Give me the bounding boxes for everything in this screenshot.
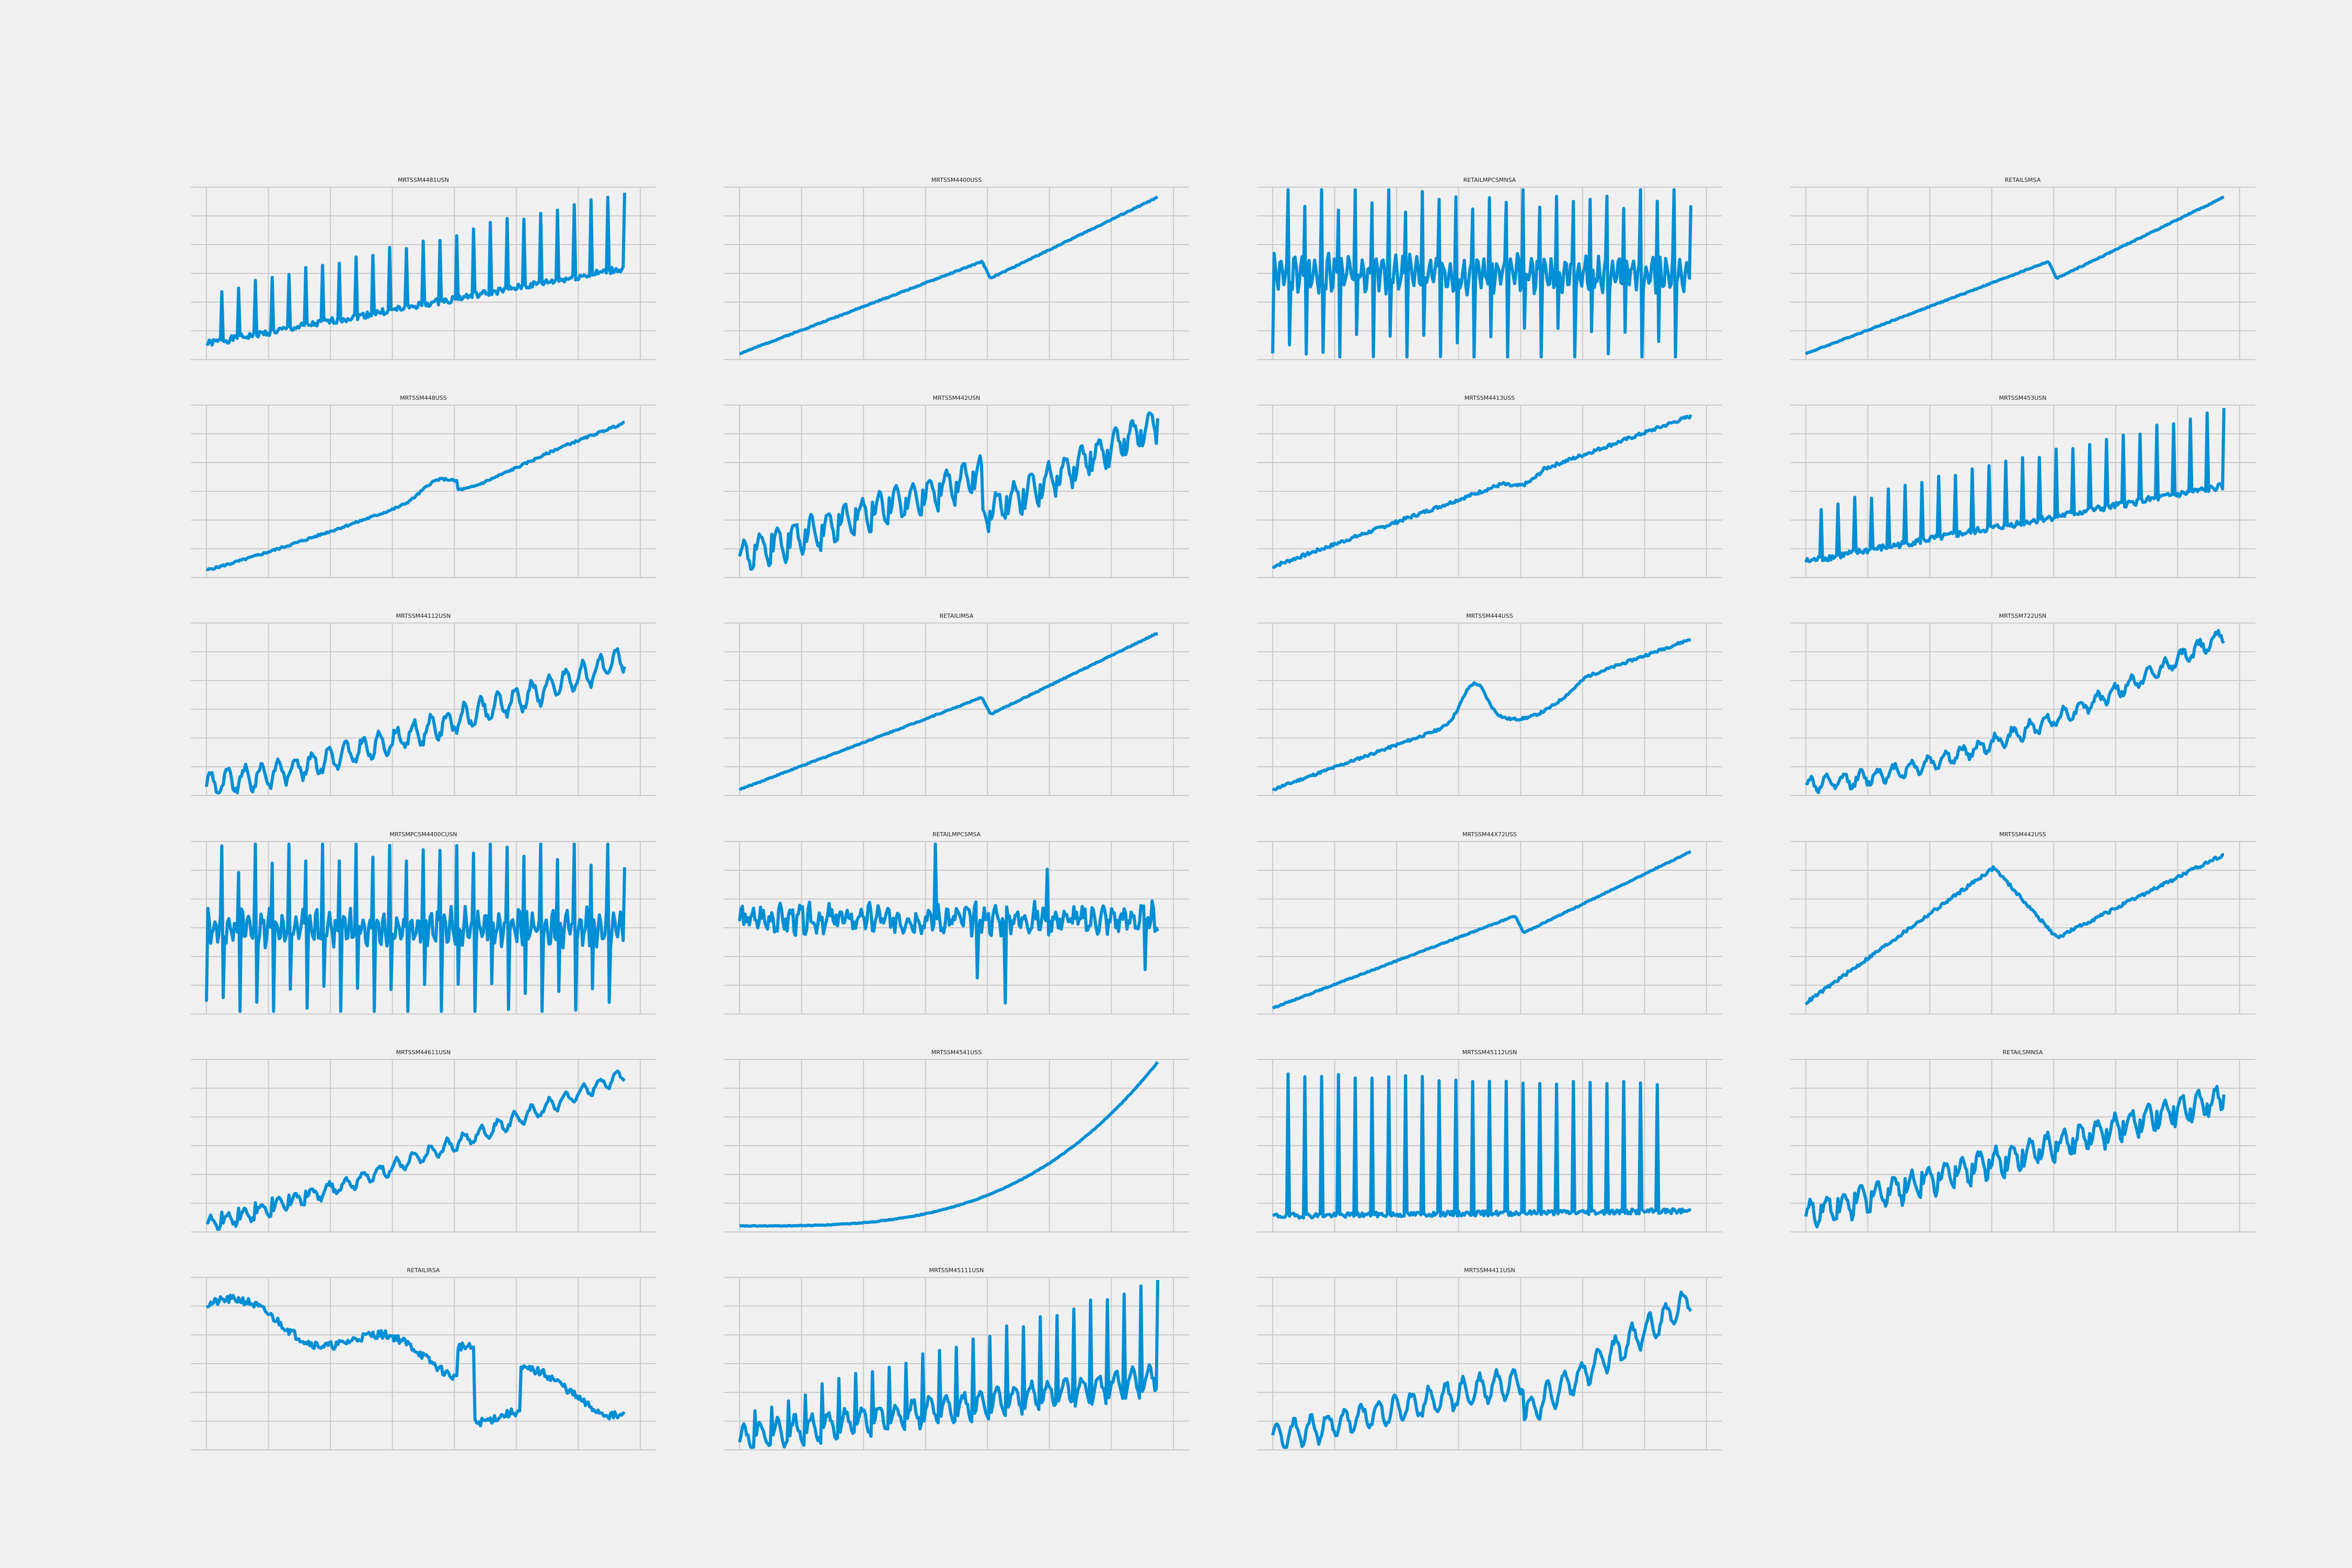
- subplot-title: MRTSSM44112USN: [396, 613, 451, 619]
- subplot-title: MRTSSM45112USN: [1462, 1049, 1517, 1056]
- subplot: MRTSSM442USS: [1790, 831, 2255, 1014]
- subplot: RETAILMPCSMNSA: [1257, 177, 1722, 360]
- subplot-title: MRTSSM722USN: [1999, 613, 2047, 619]
- series-line: [1271, 188, 1692, 359]
- subplot-title: MRTSSM442USN: [933, 395, 981, 401]
- subplot-title: MRTSMPCSM4400CUSN: [389, 831, 457, 838]
- subplot: MRTSSM45112USN: [1257, 1049, 1722, 1232]
- subplot: MRTSSM44611USN: [191, 1049, 656, 1232]
- series-line: [1272, 1072, 1692, 1220]
- subplot-title: RETAILIRSA: [407, 1267, 440, 1274]
- series-line: [739, 195, 1158, 355]
- series-line: [1272, 850, 1692, 1010]
- series-line: [738, 1279, 1159, 1449]
- subplot: RETAILIMSA: [724, 613, 1189, 796]
- subplot: RETAILSMSA: [1790, 177, 2255, 360]
- series-line: [1804, 408, 2226, 563]
- series-line: [205, 647, 626, 794]
- series-line: [206, 420, 625, 571]
- subplot: MRTSSM45111USN: [724, 1267, 1189, 1450]
- subplot: MRTSSM44112USN: [191, 613, 656, 796]
- subplot-title: MRTSSM44611USN: [396, 1049, 451, 1056]
- subplot-title: MRTSSM4411USN: [1464, 1267, 1515, 1274]
- series-line: [205, 1069, 626, 1231]
- subplot: RETAILMPCSMSA: [724, 831, 1189, 1014]
- subplot-title: RETAILMPCSMNSA: [1463, 177, 1516, 183]
- series-line: [1271, 1290, 1692, 1449]
- subplot: RETAILSMNSA: [1790, 1049, 2255, 1232]
- subplot: MRTSSM444USS: [1257, 613, 1722, 796]
- series-line: [739, 632, 1158, 791]
- series-line: [739, 1061, 1159, 1228]
- subplot: RETAILIRSA: [191, 1267, 656, 1450]
- series-line: [738, 411, 1159, 571]
- subplot-title: RETAILIMSA: [940, 613, 974, 619]
- series-line: [206, 1294, 626, 1427]
- series-line: [738, 843, 1159, 1005]
- subplot-title: MRTSSM442USS: [1999, 831, 2046, 838]
- subplot: MRTSSM4413USS: [1257, 395, 1722, 578]
- subplot: MRTSSM4481USN: [191, 177, 656, 360]
- series-line: [1272, 638, 1691, 791]
- series-line: [1804, 852, 2224, 1006]
- subplot: MRTSSM4400USS: [724, 177, 1189, 360]
- subplot-title: MRTSSM448USS: [400, 395, 447, 401]
- subplot-title: MRTSSM4413USS: [1465, 395, 1515, 401]
- subplot: MRTSSM44X72USS: [1257, 831, 1722, 1014]
- subplot-title: MRTSSM45111USN: [929, 1267, 984, 1274]
- series-line: [205, 192, 626, 347]
- series-line: [1805, 629, 2226, 794]
- subplot-title: MRTSSM453USN: [1999, 395, 2047, 401]
- subplot: MRTSMPCSM4400CUSN: [191, 831, 656, 1014]
- subplot-title: RETAILSMSA: [2005, 177, 2041, 183]
- series-line: [1804, 1085, 2226, 1229]
- subplot: MRTSSM4411USN: [1257, 1267, 1722, 1450]
- subplot-title: RETAILMPCSMSA: [932, 831, 981, 838]
- subplot-title: MRTSSM4400USS: [931, 177, 982, 183]
- subplot-title: MRTSSM44X72USS: [1462, 831, 1517, 838]
- series-line: [205, 843, 626, 1013]
- subplot: MRTSSM448USS: [191, 395, 656, 578]
- subplot-title: MRTSSM4541USS: [931, 1049, 982, 1056]
- subplot: MRTSSM453USN: [1790, 395, 2255, 578]
- subplot: MRTSSM442USN: [724, 395, 1189, 578]
- subplot-title: MRTSSM444USS: [1466, 613, 1513, 619]
- subplot: MRTSSM4541USS: [724, 1049, 1189, 1232]
- series-line: [1805, 195, 2224, 355]
- subplot-title: MRTSSM4481USN: [398, 177, 449, 183]
- series-line: [1272, 414, 1692, 569]
- subplot: MRTSSM722USN: [1790, 613, 2255, 796]
- subplot-title: RETAILSMNSA: [2003, 1049, 2043, 1056]
